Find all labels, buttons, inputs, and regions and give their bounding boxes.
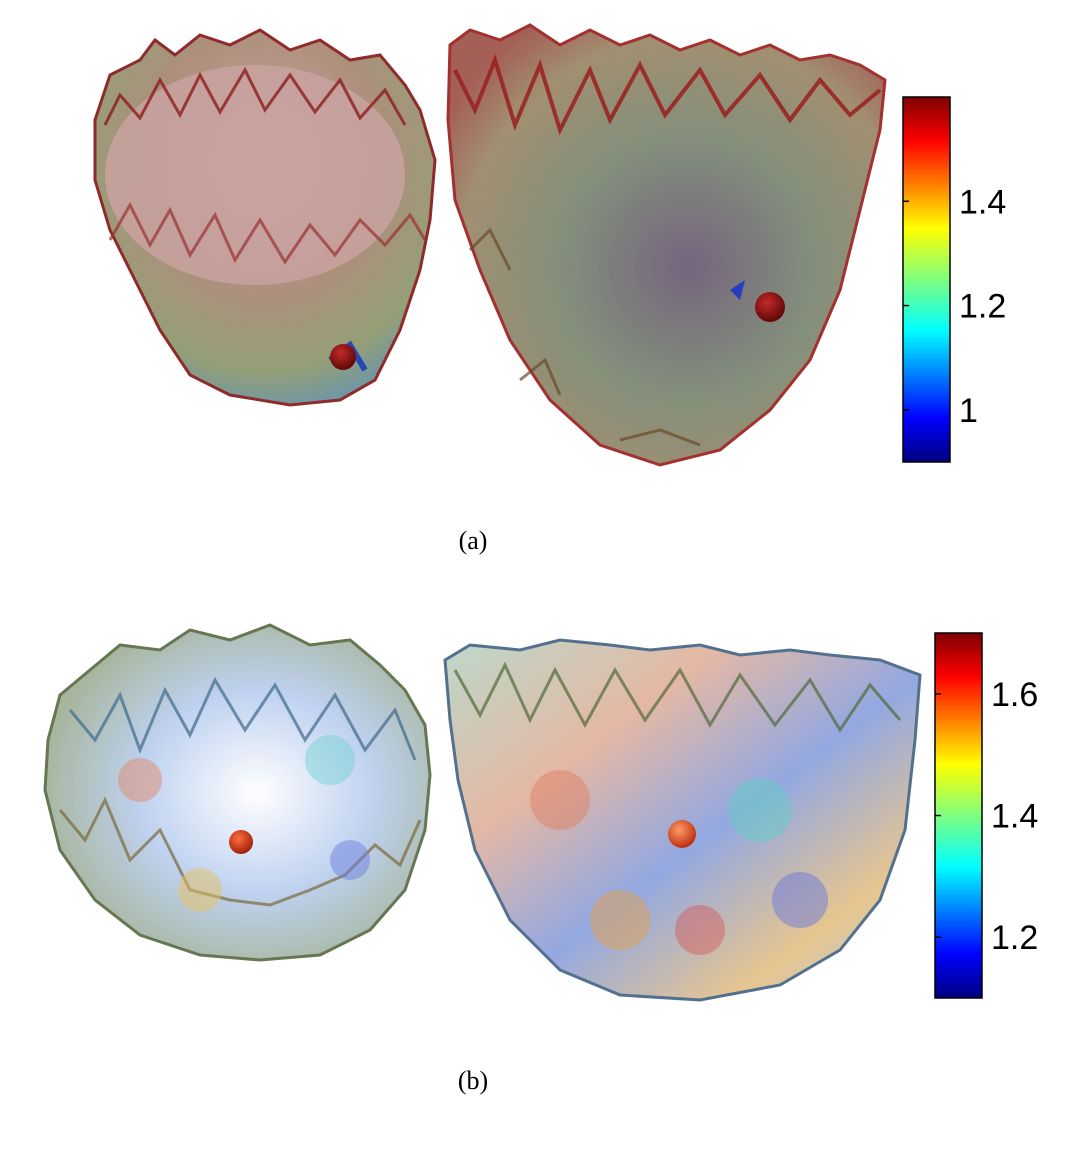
- heart-view-side-b: [443, 638, 922, 1002]
- colorbar-b: 1.6 1.4 1.2: [934, 632, 1038, 999]
- electrode-marker-right-b: [668, 820, 696, 848]
- heart-view-side-a: [446, 23, 887, 467]
- panel-b-render: 1.6 1.4 1.2: [43, 623, 1038, 1002]
- panel-a-render: 1.4 1.2 1: [93, 23, 1006, 467]
- colorbar-tick-label: 1.2: [991, 919, 1038, 957]
- colorbar-tick-label: 1.4: [991, 798, 1038, 836]
- colorbar-tick-label: 1.2: [959, 288, 1006, 326]
- electrode-marker-left-a: [330, 344, 356, 370]
- colorbar-a: 1.4 1.2 1: [902, 96, 1006, 463]
- caption-a: (a): [458, 526, 488, 555]
- figure-panel-a: 1.4 1.2 1 (a): [0, 0, 1065, 555]
- figure-panel-b: 1.6 1.4 1.2 (b): [0, 600, 1065, 1095]
- colorbar-tick-label: 1: [959, 392, 978, 430]
- electrode-marker-left-b: [229, 830, 253, 854]
- heart-view-top-a: [93, 28, 437, 407]
- colorbar-tick-label: 1.4: [959, 183, 1006, 221]
- heart-view-top-b: [43, 623, 432, 962]
- caption-b: (b): [457, 1066, 489, 1095]
- electrode-marker-right-a: [755, 292, 785, 322]
- colorbar-tick-label: 1.6: [991, 676, 1038, 714]
